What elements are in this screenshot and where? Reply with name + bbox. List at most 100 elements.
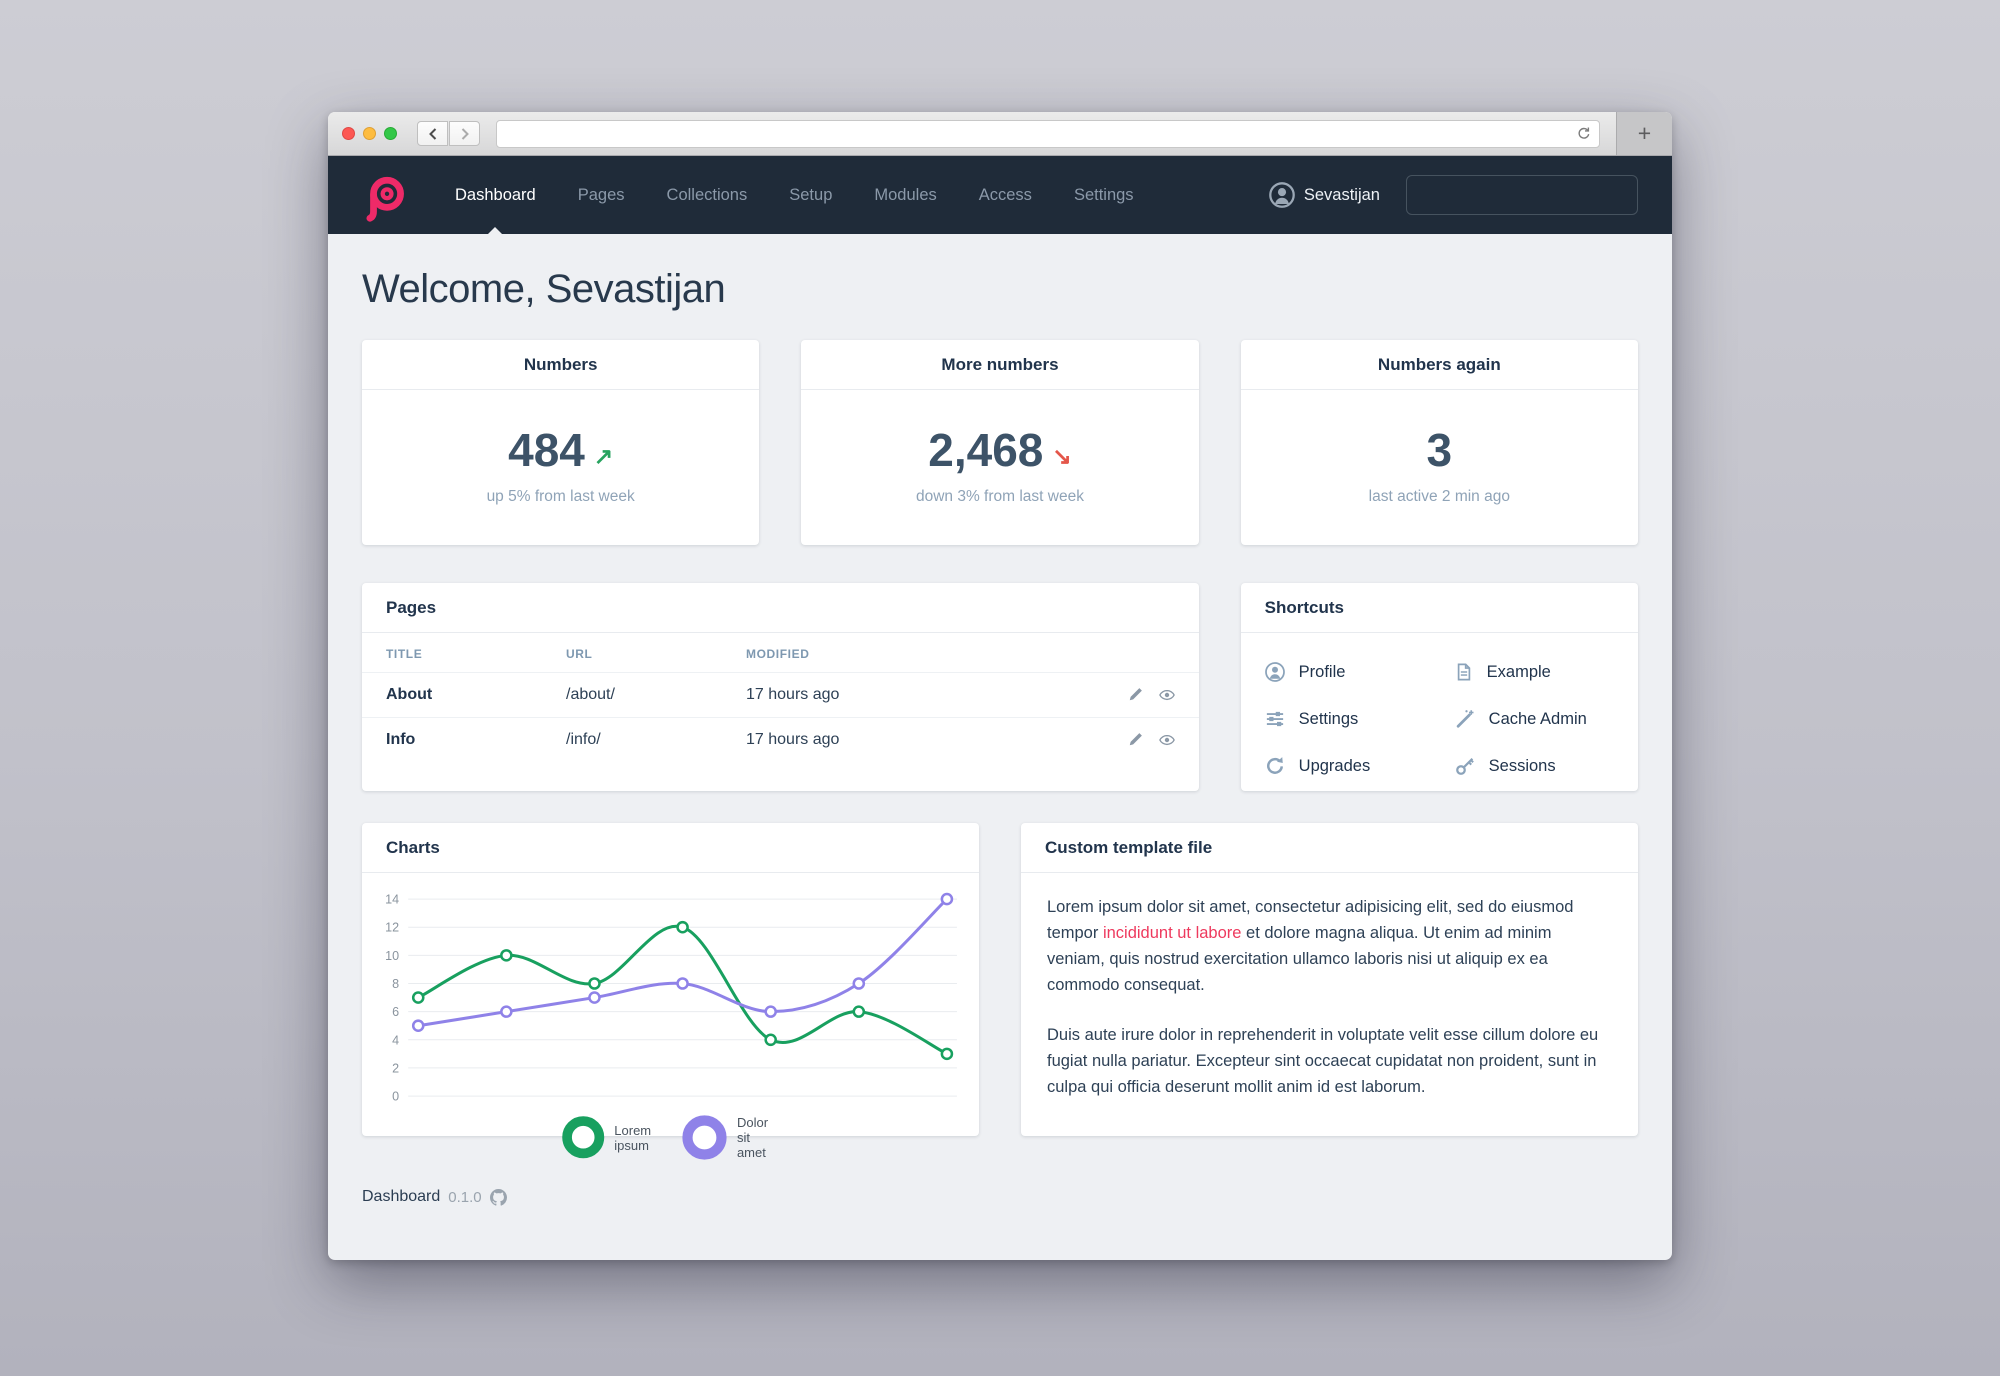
- main-nav: Dashboard Pages Collections Setup Module…: [434, 156, 1155, 234]
- app-navbar: Dashboard Pages Collections Setup Module…: [328, 156, 1672, 234]
- zoom-window-button[interactable]: [384, 127, 397, 140]
- shortcut-label: Example: [1486, 662, 1551, 681]
- stat-value: 2,468: [928, 423, 1044, 476]
- stat-card-more-numbers: More numbers 2,468 ↘ down 3% from last w…: [801, 340, 1199, 545]
- stat-card-title: Numbers again: [1240, 340, 1638, 390]
- close-window-button[interactable]: [342, 127, 355, 140]
- shortcut-label: Sessions: [1488, 756, 1556, 775]
- shortcut-profile[interactable]: Profile: [1264, 657, 1455, 687]
- custom-template-title: Custom template file: [1021, 823, 1638, 873]
- stat-card-title: More numbers: [801, 340, 1199, 390]
- svg-text:14: 14: [385, 893, 399, 907]
- svg-text:12: 12: [385, 921, 399, 935]
- chart-legend: Lorem ipsum Dolor sit amet: [374, 1112, 963, 1163]
- page-title: Welcome, Sevastijan: [362, 267, 726, 311]
- shortcut-example[interactable]: Example: [1455, 657, 1614, 687]
- user-icon: [1264, 662, 1285, 682]
- browser-forward-button[interactable]: [449, 121, 480, 146]
- page-row-title: Info: [386, 731, 416, 748]
- shortcut-settings[interactable]: Settings: [1265, 704, 1455, 734]
- column-header-url: URL: [566, 647, 593, 661]
- inline-link[interactable]: incididunt ut labore: [1102, 924, 1242, 943]
- user-avatar-icon: [1269, 182, 1295, 208]
- paragraph-text: et dolore magna aliqua. Ut enim ad minim…: [1047, 924, 1552, 995]
- eye-icon: [1158, 689, 1175, 701]
- shortcut-label: Profile: [1298, 662, 1346, 681]
- trend-down-icon: ↘: [1052, 442, 1072, 469]
- nav-item-collections[interactable]: Collections: [666, 186, 748, 204]
- shortcut-cache-admin[interactable]: Cache Admin: [1455, 704, 1614, 734]
- view-button[interactable]: [1158, 687, 1175, 703]
- page-content: Welcome, Sevastijan Numbers 484 ↗ up 5% …: [328, 234, 1672, 1260]
- reload-button[interactable]: [1576, 126, 1591, 141]
- stat-subtitle: up 5% from last week: [486, 487, 635, 505]
- url-input[interactable]: [505, 126, 1576, 141]
- pages-panel: Pages TITLE URL MODIFIED About /about/ 1…: [362, 583, 1199, 791]
- shortcut-upgrades[interactable]: Upgrades: [1265, 751, 1455, 781]
- shortcut-label: Upgrades: [1298, 756, 1371, 775]
- column-header-modified: MODIFIED: [746, 647, 810, 661]
- nav-item-access[interactable]: Access: [978, 186, 1032, 204]
- nav-item-pages[interactable]: Pages: [577, 186, 625, 204]
- footer-version: 0.1.0: [448, 1188, 482, 1206]
- page-row-title: About: [386, 686, 433, 703]
- reload-icon: [1578, 127, 1590, 139]
- github-link[interactable]: [489, 1188, 507, 1206]
- table-row: Info /info/ 17 hours ago: [362, 718, 1199, 762]
- legend-label: Dolor sit amet: [736, 1115, 769, 1161]
- edit-button[interactable]: [1128, 687, 1143, 703]
- brand-logo[interactable]: [362, 173, 410, 225]
- pencil-icon: [1129, 733, 1142, 746]
- chevron-right-icon: [461, 127, 469, 140]
- pencil-icon: [1129, 688, 1142, 701]
- footer: Dashboard 0.1.0: [362, 1188, 1638, 1206]
- view-button[interactable]: [1158, 732, 1175, 748]
- minimize-window-button[interactable]: [363, 127, 376, 140]
- edit-button[interactable]: [1128, 732, 1143, 748]
- user-menu[interactable]: Sevastijan: [1269, 182, 1380, 208]
- wand-icon: [1455, 709, 1475, 729]
- page-row-modified: 17 hours ago: [746, 731, 840, 748]
- stat-value: 3: [1426, 423, 1453, 476]
- nav-item-modules[interactable]: Modules: [874, 186, 937, 204]
- browser-back-button[interactable]: [417, 121, 448, 146]
- search-input[interactable]: [1428, 186, 1627, 204]
- svg-text:10: 10: [385, 949, 399, 963]
- table-row: About /about/ 17 hours ago: [362, 673, 1199, 718]
- paragraph: Lorem ipsum dolor sit amet, consectetur …: [1047, 894, 1612, 998]
- page-row-url: /about/: [566, 686, 615, 703]
- stat-subtitle: down 3% from last week: [915, 487, 1084, 505]
- traffic-lights: [342, 127, 397, 140]
- legend-marker-icon: [682, 1115, 727, 1160]
- nav-item-dashboard[interactable]: Dashboard: [434, 156, 557, 234]
- logo-icon: [366, 176, 404, 222]
- charts-panel-title: Charts: [362, 823, 979, 873]
- svg-text:0: 0: [392, 1090, 399, 1104]
- legend-item-series-1[interactable]: Lorem ipsum: [559, 1112, 653, 1163]
- svg-text:2: 2: [392, 1061, 399, 1075]
- column-header-title: TITLE: [386, 647, 423, 661]
- legend-item-series-2[interactable]: Dolor sit amet: [679, 1112, 778, 1163]
- nav-item-setup[interactable]: Setup: [789, 186, 833, 204]
- shortcut-label: Cache Admin: [1488, 709, 1587, 728]
- custom-template-panel: Custom template file Lorem ipsum dolor s…: [1021, 823, 1638, 1136]
- browser-window: + Dashboard Pages Collections Setup Modu…: [328, 112, 1672, 1260]
- legend-marker-icon: [562, 1116, 605, 1159]
- footer-app-name: Dashboard: [362, 1188, 441, 1205]
- document-icon: [1455, 662, 1473, 682]
- shortcut-sessions[interactable]: Sessions: [1455, 751, 1614, 781]
- svg-text:6: 6: [392, 1005, 399, 1019]
- svg-text:8: 8: [392, 977, 399, 991]
- stat-card-numbers: Numbers 484 ↗ up 5% from last week: [362, 340, 760, 545]
- svg-text:4: 4: [392, 1033, 399, 1047]
- address-bar[interactable]: [496, 119, 1600, 148]
- nav-item-settings[interactable]: Settings: [1073, 186, 1134, 204]
- shortcuts-panel-title: Shortcuts: [1240, 583, 1638, 633]
- charts-panel: Charts 0 2 4 6 8 10 12 14 Lorem ipsum Dolor sit…: [362, 823, 979, 1160]
- stat-card-title: Numbers: [362, 340, 760, 390]
- new-tab-button[interactable]: +: [1616, 112, 1672, 155]
- stat-value: 484: [508, 423, 585, 476]
- sliders-icon: [1265, 709, 1285, 729]
- key-icon: [1455, 756, 1475, 776]
- search-box[interactable]: [1406, 175, 1638, 215]
